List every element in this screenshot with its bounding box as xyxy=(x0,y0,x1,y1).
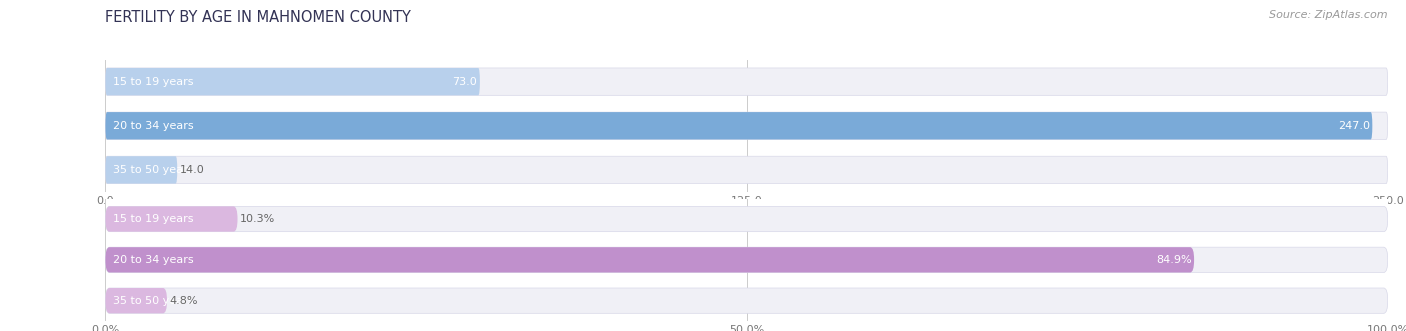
Text: 15 to 19 years: 15 to 19 years xyxy=(112,77,194,87)
Text: 15 to 19 years: 15 to 19 years xyxy=(112,214,194,224)
FancyBboxPatch shape xyxy=(105,247,1194,272)
Text: 73.0: 73.0 xyxy=(453,77,477,87)
Text: 84.9%: 84.9% xyxy=(1156,255,1191,265)
FancyBboxPatch shape xyxy=(105,68,1388,95)
FancyBboxPatch shape xyxy=(105,288,167,313)
Text: 247.0: 247.0 xyxy=(1337,121,1369,131)
FancyBboxPatch shape xyxy=(105,206,1388,232)
Text: FERTILITY BY AGE IN MAHNOMEN COUNTY: FERTILITY BY AGE IN MAHNOMEN COUNTY xyxy=(105,10,412,25)
FancyBboxPatch shape xyxy=(105,247,1388,272)
Text: 14.0: 14.0 xyxy=(180,165,204,175)
FancyBboxPatch shape xyxy=(105,288,1388,313)
Text: 35 to 50 years: 35 to 50 years xyxy=(112,296,194,306)
Text: 20 to 34 years: 20 to 34 years xyxy=(112,121,194,131)
Text: 35 to 50 years: 35 to 50 years xyxy=(112,165,194,175)
Text: 4.8%: 4.8% xyxy=(170,296,198,306)
FancyBboxPatch shape xyxy=(105,112,1372,139)
Text: Source: ZipAtlas.com: Source: ZipAtlas.com xyxy=(1270,10,1388,20)
FancyBboxPatch shape xyxy=(105,206,238,232)
Text: 20 to 34 years: 20 to 34 years xyxy=(112,255,194,265)
Text: 10.3%: 10.3% xyxy=(240,214,276,224)
FancyBboxPatch shape xyxy=(105,112,1388,139)
FancyBboxPatch shape xyxy=(105,68,479,95)
FancyBboxPatch shape xyxy=(105,156,1388,184)
FancyBboxPatch shape xyxy=(105,156,177,184)
